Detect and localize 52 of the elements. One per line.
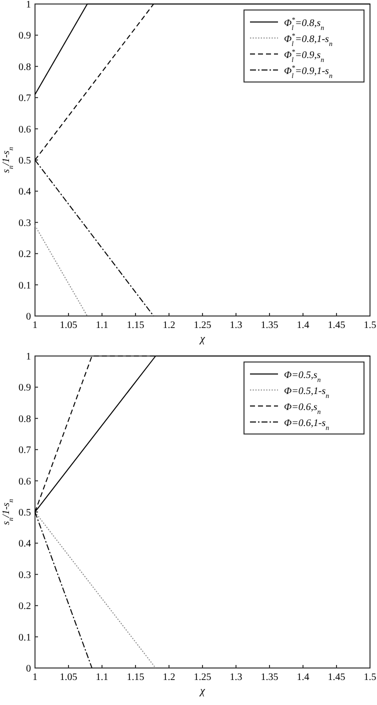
x-tick-label: 1.25 — [194, 672, 212, 683]
legend-label: Φ=0.6,1-s$_{n}$ — [284, 418, 330, 432]
y-tick-label: 0.4 — [18, 538, 31, 550]
y-tick-label: 0.3 — [18, 218, 31, 229]
x-tick-label: 1.4 — [296, 320, 310, 331]
x-tick-label: 1.35 — [260, 320, 278, 331]
x-tick-label: 1.05 — [60, 672, 78, 683]
y-tick-label: 0.4 — [18, 186, 31, 198]
y-tick-label: 0.9 — [18, 382, 31, 394]
y-tick-label: 0.6 — [18, 124, 31, 136]
legend-label: Φ$_{l}$$^{*}$=0.9,1-s$_{n}$ — [284, 64, 333, 80]
x-axis-title: χ — [199, 685, 206, 697]
x-tick-label: 1.5 — [364, 672, 376, 683]
x-tick-label: 1.35 — [260, 672, 278, 683]
x-tick-label: 1.2 — [162, 320, 176, 331]
x-tick-label: 1.3 — [230, 320, 242, 331]
y-tick-label: 0.7 — [18, 445, 31, 456]
y-tick-label: 0.1 — [18, 280, 31, 292]
y-tick-label: 1 — [26, 0, 31, 10]
y-tick-label: 0.3 — [18, 570, 31, 581]
y-tick-label: 0.5 — [18, 156, 31, 166]
legend-label: Φ$_{l}$$^{*}$=0.9,s$_{n}$ — [284, 48, 325, 64]
x-tick-label: 1.45 — [328, 320, 346, 331]
y-tick-label: 0.8 — [18, 414, 31, 425]
x-tick-label: 1.25 — [194, 320, 212, 331]
y-tick-label: 0.7 — [18, 93, 31, 104]
x-tick-label: 1.3 — [230, 672, 242, 683]
x-tick-label: 1.4 — [296, 672, 310, 683]
y-tick-label: 0.2 — [18, 249, 31, 260]
legend-label: Φ=0.5,1-s$_{n}$ — [284, 386, 330, 400]
x-tick-label: 1.1 — [96, 672, 108, 683]
x-axis-title: χ — [199, 333, 206, 345]
legend-label: Φ$_{l}$$^{*}$=0.8,s$_{n}$ — [284, 16, 325, 32]
x-tick-label: 1.1 — [96, 320, 108, 331]
y-tick-label: 0.2 — [18, 601, 31, 612]
legend-label: Φ=0.6,s$_{n}$ — [284, 402, 322, 416]
y-tick-label: 1 — [26, 352, 31, 362]
y-tick-label: 0.1 — [18, 632, 31, 644]
y-tick-label: 0 — [26, 664, 31, 674]
y-tick-label: 0.8 — [18, 62, 31, 73]
legend-label: Φ$_{l}$$^{*}$=0.8,1-s$_{n}$ — [284, 32, 333, 48]
x-tick-label: 1.2 — [162, 672, 176, 683]
y-tick-label: 0 — [26, 312, 31, 322]
x-tick-label: 1.15 — [126, 320, 144, 331]
x-tick-label: 1.5 — [364, 320, 376, 331]
y-tick-label: 0.6 — [18, 476, 31, 488]
x-tick-label: 1.45 — [328, 672, 346, 683]
legend-label: Φ=0.5,s$_{n}$ — [284, 370, 322, 384]
x-tick-label: 1.05 — [60, 320, 78, 331]
y-tick-label: 0.5 — [18, 508, 31, 518]
x-tick-label: 1.15 — [126, 672, 144, 683]
y-tick-label: 0.9 — [18, 30, 31, 42]
